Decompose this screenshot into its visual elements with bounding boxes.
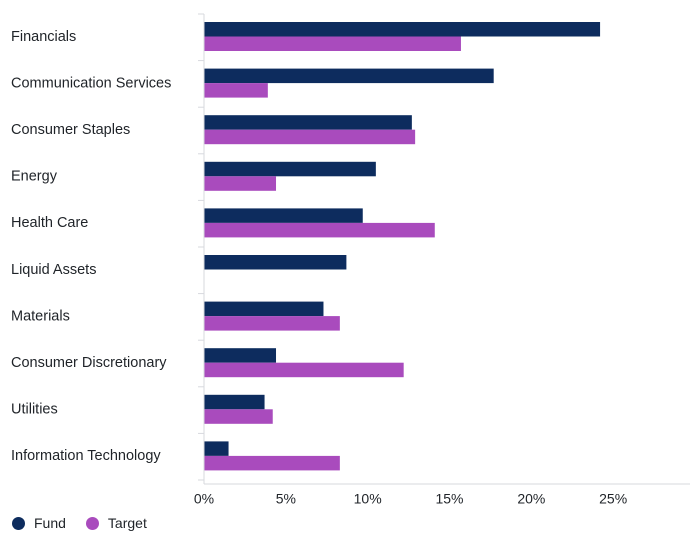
- bar-target-financials[interactable]: [204, 36, 461, 52]
- category-label: Financials: [11, 29, 76, 45]
- bar-fund-consumer-staples[interactable]: [204, 115, 412, 130]
- x-tick-label: 10%: [354, 491, 382, 507]
- bars-layer: [204, 22, 601, 471]
- category-label: Liquid Assets: [11, 262, 96, 278]
- category-label: Communication Services: [11, 75, 171, 91]
- bar-fund-communication-services[interactable]: [204, 68, 494, 84]
- bar-target-utilities[interactable]: [204, 409, 273, 424]
- category-label: Consumer Staples: [11, 122, 130, 138]
- x-axis: 0% 5% 10% 15% 20% 25%: [194, 13, 690, 507]
- bar-fund-utilities[interactable]: [204, 394, 265, 410]
- bar-fund-liquid-assets[interactable]: [204, 255, 347, 270]
- bar-target-energy[interactable]: [204, 176, 277, 191]
- bar-fund-materials[interactable]: [204, 301, 324, 317]
- legend-item-target[interactable]: Target: [85, 515, 147, 531]
- bar-fund-consumer-discretionary[interactable]: [204, 348, 277, 363]
- category-label: Materials: [11, 308, 70, 324]
- bar-target-materials[interactable]: [204, 316, 340, 331]
- x-tick-label: 5%: [276, 491, 296, 507]
- legend-label-target: Target: [107, 515, 147, 531]
- category-label: Utilities: [11, 402, 58, 418]
- bar-target-consumer-discretionary[interactable]: [204, 362, 404, 378]
- legend-swatch-fund: [12, 516, 25, 530]
- x-tick-label: 20%: [517, 491, 545, 507]
- bar-target-communication-services[interactable]: [204, 83, 268, 98]
- x-tick-label: 25%: [599, 491, 627, 507]
- bar-fund-financials[interactable]: [204, 22, 601, 37]
- category-label: Health Care: [11, 215, 88, 231]
- legend-item-fund[interactable]: Fund: [12, 515, 66, 531]
- bar-target-health-care[interactable]: [204, 222, 435, 238]
- legend-swatch-target: [85, 516, 99, 530]
- bar-fund-health-care[interactable]: [204, 208, 363, 223]
- x-tick-label: 0%: [194, 491, 214, 507]
- bar-target-information-technology[interactable]: [204, 455, 340, 471]
- category-label: Energy: [11, 169, 58, 185]
- category-label: Information Technology: [11, 448, 161, 464]
- bar-fund-information-technology[interactable]: [204, 441, 229, 456]
- bar-fund-energy[interactable]: [204, 161, 376, 177]
- bar-target-consumer-staples[interactable]: [204, 129, 416, 145]
- x-tick-label: 15%: [435, 491, 463, 507]
- category-label: Consumer Discretionary: [11, 355, 167, 371]
- category-labels: Financials Communication Services Consumer…: [11, 29, 171, 464]
- legend: Fund Target: [12, 515, 167, 531]
- legend-label-fund: Fund: [34, 515, 66, 531]
